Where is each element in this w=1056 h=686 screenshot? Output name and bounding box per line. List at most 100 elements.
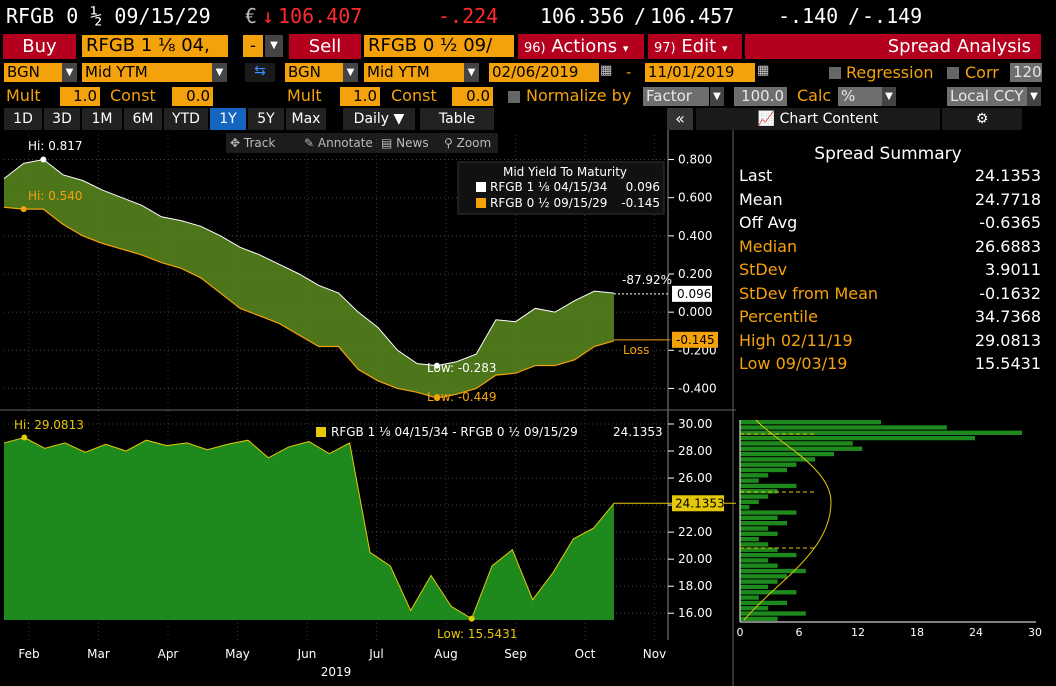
chevron-down-icon[interactable]: ▼: [62, 63, 77, 82]
normalize-label: Normalize by: [526, 86, 632, 105]
normalize-value-input[interactable]: 100.0: [734, 87, 787, 106]
period-tab-5y[interactable]: 5Y: [248, 108, 284, 130]
settings-gear-icon[interactable]: ⚙: [942, 108, 1022, 130]
frequency-select[interactable]: Daily ▼: [343, 108, 415, 130]
const-right-input[interactable]: 0.0: [452, 87, 493, 106]
histogram-bar: [740, 451, 834, 457]
summary-label: Off Avg: [739, 213, 798, 232]
yield-spread-band: [4, 159, 614, 398]
buy-security-input[interactable]: RFGB 1 ⅛ 04,: [82, 35, 228, 57]
sell-button[interactable]: Sell: [289, 34, 361, 59]
quote-change: -.224: [438, 4, 499, 28]
normalize-select[interactable]: Factor: [643, 87, 709, 106]
y-tick-label: 0.600: [678, 191, 712, 205]
hi-label-spread: Hi: 29.0813: [14, 418, 84, 432]
edit-menu[interactable]: 97) Edit ▾: [648, 34, 742, 59]
currency-select[interactable]: Local CCY: [947, 87, 1027, 106]
chevron-down-icon[interactable]: ▼: [464, 63, 479, 82]
period-tab-3d[interactable]: 3D: [44, 108, 80, 130]
period-tab-1y[interactable]: 1Y: [210, 108, 246, 130]
swap-icon[interactable]: ⇆: [245, 63, 275, 82]
left-source-select[interactable]: BGN: [4, 63, 62, 82]
histogram-bar: [740, 590, 797, 595]
chart-tools: ✥ Track ✎ Annotate ▤ News ⚲ Zoom: [226, 133, 498, 153]
chevron-down-icon[interactable]: ▼: [265, 35, 283, 57]
y-tick-label: 0.800: [678, 153, 712, 167]
chevron-down-icon[interactable]: ▼: [212, 63, 227, 82]
annotate-tool[interactable]: ✎ Annotate: [304, 136, 373, 150]
calendar-icon[interactable]: ▦: [757, 63, 770, 78]
legend-box: [457, 161, 665, 215]
summary-row: Mean 24.7718: [739, 188, 1041, 212]
histogram-bar: [740, 446, 863, 451]
mult-left-input[interactable]: 1.0: [60, 87, 100, 106]
corr-value-input[interactable]: 120: [1010, 63, 1042, 82]
edit-number: 97): [654, 41, 676, 56]
legend-swatch-white: [476, 182, 486, 192]
x-tick-label: Feb: [18, 647, 39, 661]
summary-value: 24.1353: [974, 166, 1041, 185]
right-field-select[interactable]: Mid YTM: [364, 63, 464, 82]
period-tab-max[interactable]: Max: [286, 108, 326, 130]
const-left-input[interactable]: 0.0: [172, 87, 213, 106]
summary-row: StDev from Mean -0.1632: [739, 282, 1041, 306]
summary-value: -0.1632: [979, 283, 1041, 303]
spread-chart[interactable]: 0.8000.6000.4000.2000.000-0.200-0.400Feb…: [0, 130, 736, 686]
track-tool[interactable]: ✥ Track: [230, 136, 276, 150]
chevron-down-icon[interactable]: ▼: [882, 87, 896, 106]
legend-value-spread: 24.1353: [613, 425, 663, 439]
calendar-icon[interactable]: ▦: [600, 63, 613, 78]
left-field-select[interactable]: Mid YTM: [82, 63, 212, 82]
period-tab-1m[interactable]: 1M: [82, 108, 122, 130]
histogram-bar: [740, 489, 778, 494]
summary-label: Percentile: [739, 307, 818, 326]
zoom-tool[interactable]: ⚲ Zoom: [444, 136, 492, 150]
period-tab-6m[interactable]: 6M: [124, 108, 162, 130]
y-tick-label: 0.000: [678, 305, 712, 319]
buy-button[interactable]: Buy: [3, 34, 76, 59]
histogram-bar: [740, 478, 759, 483]
chevron-down-icon[interactable]: ▼: [343, 63, 358, 82]
summary-value: 3.9011: [985, 260, 1041, 279]
summary-label: StDev: [739, 260, 788, 279]
actions-menu[interactable]: 96) Actions ▾: [518, 34, 644, 59]
histogram-bar: [740, 462, 797, 467]
mult-right-input[interactable]: 1.0: [340, 87, 380, 106]
summary-value: 24.7718: [974, 189, 1041, 209]
regression-checkbox[interactable]: [829, 67, 841, 79]
buy-side-select[interactable]: -: [243, 35, 263, 57]
right-source-select[interactable]: BGN: [285, 63, 343, 82]
corr-checkbox[interactable]: [947, 67, 959, 79]
date-from-input[interactable]: 02/06/2019: [489, 63, 599, 82]
pct-label: -87.92%: [622, 273, 672, 287]
chevron-down-icon[interactable]: ▼: [710, 87, 724, 106]
calc-select[interactable]: %: [838, 87, 882, 106]
chevron-down-icon[interactable]: ▼: [1027, 87, 1041, 106]
actions-number: 96): [524, 41, 546, 56]
period-tab-ytd[interactable]: YTD: [164, 108, 208, 130]
chart-content-button[interactable]: 📈 Chart Content: [696, 108, 940, 130]
low-label-white: Low: -0.283: [427, 361, 497, 375]
summary-value: 26.6883: [974, 236, 1041, 256]
date-to-input[interactable]: 11/01/2019: [645, 63, 755, 82]
histogram-bar: [740, 473, 769, 478]
normalize-checkbox[interactable]: [508, 91, 520, 103]
news-tool[interactable]: ▤ News: [381, 136, 429, 150]
period-tab-1d[interactable]: 1D: [4, 108, 42, 130]
regression-label: Regression: [846, 63, 934, 82]
histogram-bar: [740, 574, 787, 579]
sell-security-input[interactable]: RFGB 0 ½ 09/: [364, 35, 514, 57]
collapse-icon[interactable]: «: [667, 108, 693, 130]
summary-label: Mean: [739, 189, 783, 209]
last-badge-orange: [672, 331, 718, 348]
summary-label: Low 09/03/19: [739, 354, 848, 373]
table-button[interactable]: Table: [420, 108, 494, 130]
low-marker-spread: [468, 615, 475, 622]
histogram-bar: [740, 467, 787, 473]
histogram-bar: [740, 441, 853, 446]
histogram-bar: [740, 494, 769, 499]
y-tick-label: 26.00: [678, 471, 712, 485]
hi-label-orange: Hi: 0.540: [28, 189, 83, 203]
quote-bid: 106.356: [540, 4, 625, 28]
y-tick-label: 20.00: [678, 552, 712, 566]
